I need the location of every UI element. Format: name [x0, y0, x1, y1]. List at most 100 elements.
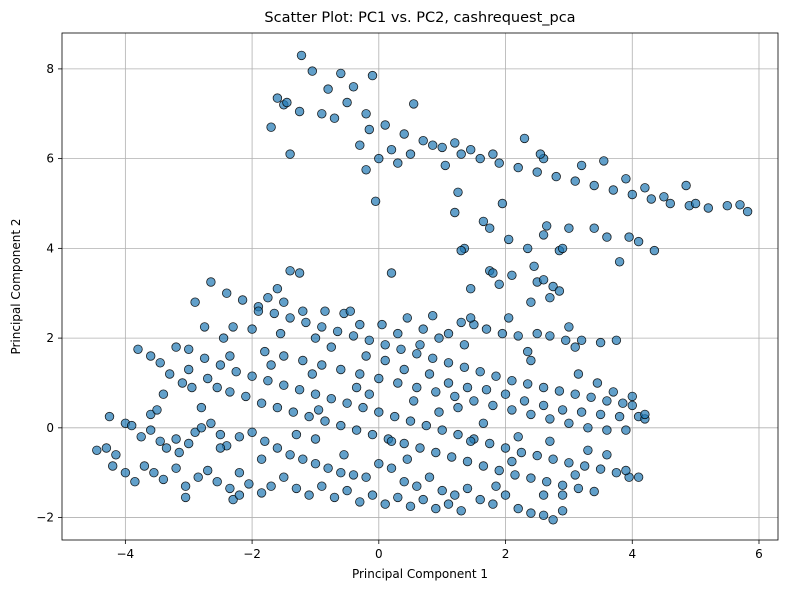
data-point	[152, 405, 162, 415]
data-point	[393, 328, 403, 339]
data-point	[450, 391, 460, 402]
data-point	[478, 418, 489, 429]
data-point	[215, 360, 226, 370]
data-point	[481, 385, 492, 395]
data-point	[412, 349, 422, 359]
data-point	[545, 293, 555, 303]
data-point	[621, 465, 631, 476]
data-point	[640, 409, 650, 420]
data-point	[367, 429, 378, 440]
data-point	[390, 411, 400, 422]
data-point	[431, 503, 441, 514]
data-point	[538, 490, 549, 500]
data-point	[367, 70, 378, 81]
data-point	[415, 443, 425, 453]
data-point	[557, 480, 568, 491]
data-point	[649, 245, 660, 256]
data-point	[279, 297, 289, 307]
data-point	[253, 306, 264, 316]
data-point	[466, 313, 476, 323]
data-point	[145, 409, 156, 420]
data-point	[557, 506, 568, 516]
data-point	[196, 402, 207, 413]
data-point	[523, 346, 533, 357]
data-point	[288, 407, 299, 417]
data-point	[326, 394, 337, 404]
data-point	[570, 176, 580, 186]
data-point	[583, 445, 593, 456]
data-point	[418, 135, 428, 146]
data-point	[355, 319, 365, 330]
data-point	[428, 140, 438, 150]
data-point	[450, 490, 460, 500]
data-point	[183, 438, 194, 449]
data-point	[491, 481, 501, 491]
data-point	[247, 371, 257, 381]
data-point	[364, 389, 375, 399]
data-point	[595, 337, 606, 348]
data-point	[742, 206, 753, 217]
data-point	[126, 420, 137, 431]
data-point	[690, 198, 701, 209]
data-point	[256, 454, 267, 464]
data-point	[183, 364, 194, 375]
data-point	[614, 411, 625, 422]
data-point	[542, 221, 552, 231]
data-point	[310, 333, 321, 343]
data-point	[183, 344, 194, 355]
data-point	[199, 353, 210, 364]
axis-ticks: −4 −2 0 2 4 6 −2 0 2 4 6 8	[36, 62, 763, 561]
data-point	[272, 284, 283, 294]
data-point	[478, 461, 489, 471]
data-point	[415, 340, 425, 350]
data-point	[459, 362, 470, 373]
data-point	[545, 414, 555, 424]
data-point	[133, 344, 143, 355]
data-point	[155, 436, 165, 447]
data-point	[130, 477, 140, 487]
data-point	[602, 425, 612, 435]
data-point	[348, 331, 359, 341]
y-tick-label: 6	[46, 152, 54, 166]
data-point	[374, 407, 384, 417]
data-point	[405, 149, 416, 159]
data-point	[434, 333, 444, 343]
data-point	[500, 490, 511, 500]
data-point	[174, 447, 184, 458]
data-point	[586, 392, 596, 403]
data-point	[570, 342, 580, 352]
data-point	[107, 461, 118, 471]
data-point	[542, 477, 552, 487]
data-point	[177, 378, 188, 388]
data-point	[557, 490, 568, 500]
data-point	[526, 508, 536, 518]
data-point	[475, 494, 485, 505]
data-point	[608, 387, 619, 397]
data-point	[583, 423, 593, 433]
data-point	[120, 468, 131, 478]
data-point	[329, 113, 340, 123]
data-point	[221, 288, 232, 298]
data-point	[405, 501, 416, 512]
data-point	[294, 268, 305, 278]
data-point	[342, 485, 352, 496]
data-point	[342, 398, 352, 408]
data-point	[348, 470, 359, 480]
data-point	[285, 450, 295, 460]
data-point	[374, 459, 384, 469]
data-point	[538, 510, 549, 521]
data-point	[171, 463, 181, 473]
data-point	[304, 490, 314, 500]
data-point	[336, 364, 346, 375]
data-point	[412, 481, 422, 491]
data-point	[323, 84, 333, 94]
data-point	[437, 142, 447, 153]
data-point	[576, 335, 587, 346]
data-point	[595, 464, 606, 474]
data-point	[589, 486, 599, 497]
data-point	[247, 324, 257, 334]
data-point	[576, 160, 587, 171]
data-point	[535, 149, 546, 159]
data-point	[361, 351, 371, 361]
data-point	[557, 405, 568, 415]
